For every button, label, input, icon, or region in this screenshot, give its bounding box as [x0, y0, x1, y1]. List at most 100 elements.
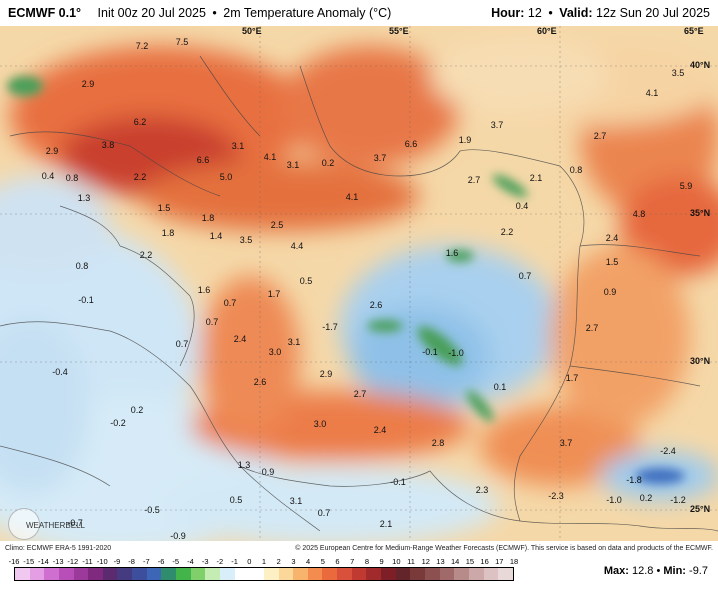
legend-tick-label: 8 — [364, 557, 370, 566]
value-label: 0.5 — [229, 495, 243, 505]
coord-label-40n: 40°N — [690, 60, 711, 70]
value-label: -0.2 — [110, 418, 126, 428]
value-label: 3.1 — [287, 337, 301, 347]
legend-swatch — [337, 568, 352, 580]
value-label: 2.8 — [431, 438, 445, 448]
value-label: 1.3 — [237, 460, 251, 470]
value-label: 1.3 — [77, 193, 91, 203]
value-label: 1.8 — [201, 213, 215, 223]
legend-tick-label: 7 — [350, 557, 355, 566]
value-label: 2.1 — [529, 173, 543, 183]
legend-swatch — [468, 568, 484, 580]
value-label: 2.5 — [270, 220, 284, 230]
value-label: 0.9 — [603, 287, 617, 297]
value-label: 1.8 — [161, 228, 175, 238]
legend-tick-label: -7 — [143, 557, 150, 566]
value-label: 2.9 — [45, 146, 59, 156]
ecmwf-credit: © 2025 European Centre for Medium-Range … — [295, 544, 713, 552]
value-label: 3.1 — [231, 141, 245, 151]
value-label: 0.7 — [205, 317, 219, 327]
value-label: 2.4 — [233, 334, 247, 344]
legend-tick-label: 14 — [451, 557, 460, 566]
legend-tick-label: -1 — [231, 557, 238, 566]
value-label: 2.4 — [605, 233, 619, 243]
legend-tick-label: 13 — [436, 557, 445, 566]
value-label: 2.7 — [585, 323, 599, 333]
legend-tick-label: 2 — [276, 557, 281, 566]
value-label: -0.4 — [52, 367, 68, 377]
legend-tick-label: -15 — [23, 557, 35, 566]
legend-swatch — [132, 568, 147, 580]
value-label: -2.3 — [548, 491, 564, 501]
value-label: 1.7 — [267, 289, 281, 299]
value-label: 3.0 — [268, 347, 282, 357]
legend-swatch — [278, 568, 294, 580]
legend-swatch — [498, 568, 513, 580]
legend-tick-label: 6 — [335, 557, 340, 566]
legend-swatch — [483, 568, 499, 580]
value-label: 6.2 — [133, 117, 147, 127]
value-label: 4.1 — [263, 152, 277, 162]
coord-label-55e: 55°E — [389, 26, 409, 36]
value-label: 2.4 — [373, 425, 387, 435]
legend-swatch — [219, 568, 235, 580]
value-label: 0.7 — [223, 298, 237, 308]
hour-label: Hour: — [491, 6, 525, 20]
legend-tick-labels: -16 -15 -14 -13 -12 -11 -10 -9 -8 -7 -6 -5 -4 -3 -2 -1 0… — [9, 557, 519, 567]
max-min-readout: Max: 12.8 • Min: -9.7 — [603, 565, 708, 577]
valid-value: 12z Sun 20 Jul 2025 — [596, 6, 710, 20]
value-label: 2.3 — [475, 485, 489, 495]
value-label: -0.5 — [144, 505, 160, 515]
legend-swatch — [366, 568, 382, 580]
credits-bar: Climo: ECMWF ERA-5 1991-2020 © 2025 Euro… — [0, 541, 718, 555]
value-label: -1.7 — [322, 322, 338, 332]
legend-swatch — [293, 568, 308, 580]
legend-swatch — [73, 568, 89, 580]
legend-tick-label: 1 — [261, 557, 267, 566]
legend-swatch — [351, 568, 367, 580]
legend-swatch — [381, 568, 396, 580]
value-label: 0.2 — [321, 158, 335, 168]
value-label: 3.7 — [490, 120, 504, 130]
value-label: 2.7 — [593, 131, 607, 141]
coord-label-30n: 30°N — [690, 356, 711, 366]
legend-swatch — [15, 568, 30, 580]
header-right: Hour: 12 • Valid: 12z Sun 20 Jul 2025 — [491, 6, 710, 20]
value-label: 3.7 — [559, 438, 573, 448]
value-label: 0.7 — [175, 339, 189, 349]
max-label: Max: — [603, 565, 629, 577]
value-label: 0.9 — [261, 467, 275, 477]
value-label: 0.4 — [41, 171, 55, 181]
value-label: 1.6 — [197, 285, 211, 295]
value-label: 0.8 — [569, 165, 583, 175]
value-label: -1.8 — [626, 475, 642, 485]
min-label: Min: — [663, 565, 686, 577]
legend-tick-label: 17 — [495, 557, 504, 566]
legend-tick-label: -3 — [201, 557, 209, 566]
value-label: 0.4 — [515, 201, 529, 211]
header-left: ECMWF 0.1° Init 00z 20 Jul 2025 • 2m Tem… — [8, 6, 392, 20]
coord-label-25n: 25°N — [690, 504, 711, 514]
anomaly-map: 50°E 55°E 60°E 65°E 40°N 35°N 30°N 25°N … — [0, 26, 718, 541]
value-label: -1.0 — [448, 348, 464, 358]
value-label: 7.5 — [175, 37, 189, 47]
header-bar: ECMWF 0.1° Init 00z 20 Jul 2025 • 2m Tem… — [0, 0, 718, 26]
value-label: 3.5 — [239, 235, 253, 245]
value-label: 2.7 — [467, 175, 481, 185]
coord-label-50e: 50°E — [242, 26, 262, 36]
legend-swatch — [58, 568, 74, 580]
value-label: 3.7 — [373, 153, 387, 163]
legend-tick-label: -16 — [8, 557, 20, 566]
value-label: 1.7 — [565, 373, 579, 383]
map-background — [0, 26, 718, 541]
valid-label: Valid: — [559, 6, 593, 20]
legend-tick-label: -11 — [82, 557, 93, 566]
value-label: 3.1 — [286, 160, 300, 170]
value-label: -2.4 — [660, 446, 676, 456]
legend-swatch — [205, 568, 220, 580]
legend-tick-label: -12 — [67, 557, 79, 566]
value-label: 7.2 — [135, 41, 149, 51]
value-label: 3.8 — [101, 140, 115, 150]
value-label: 0.2 — [130, 405, 144, 415]
value-label: -0.1 — [422, 347, 438, 357]
